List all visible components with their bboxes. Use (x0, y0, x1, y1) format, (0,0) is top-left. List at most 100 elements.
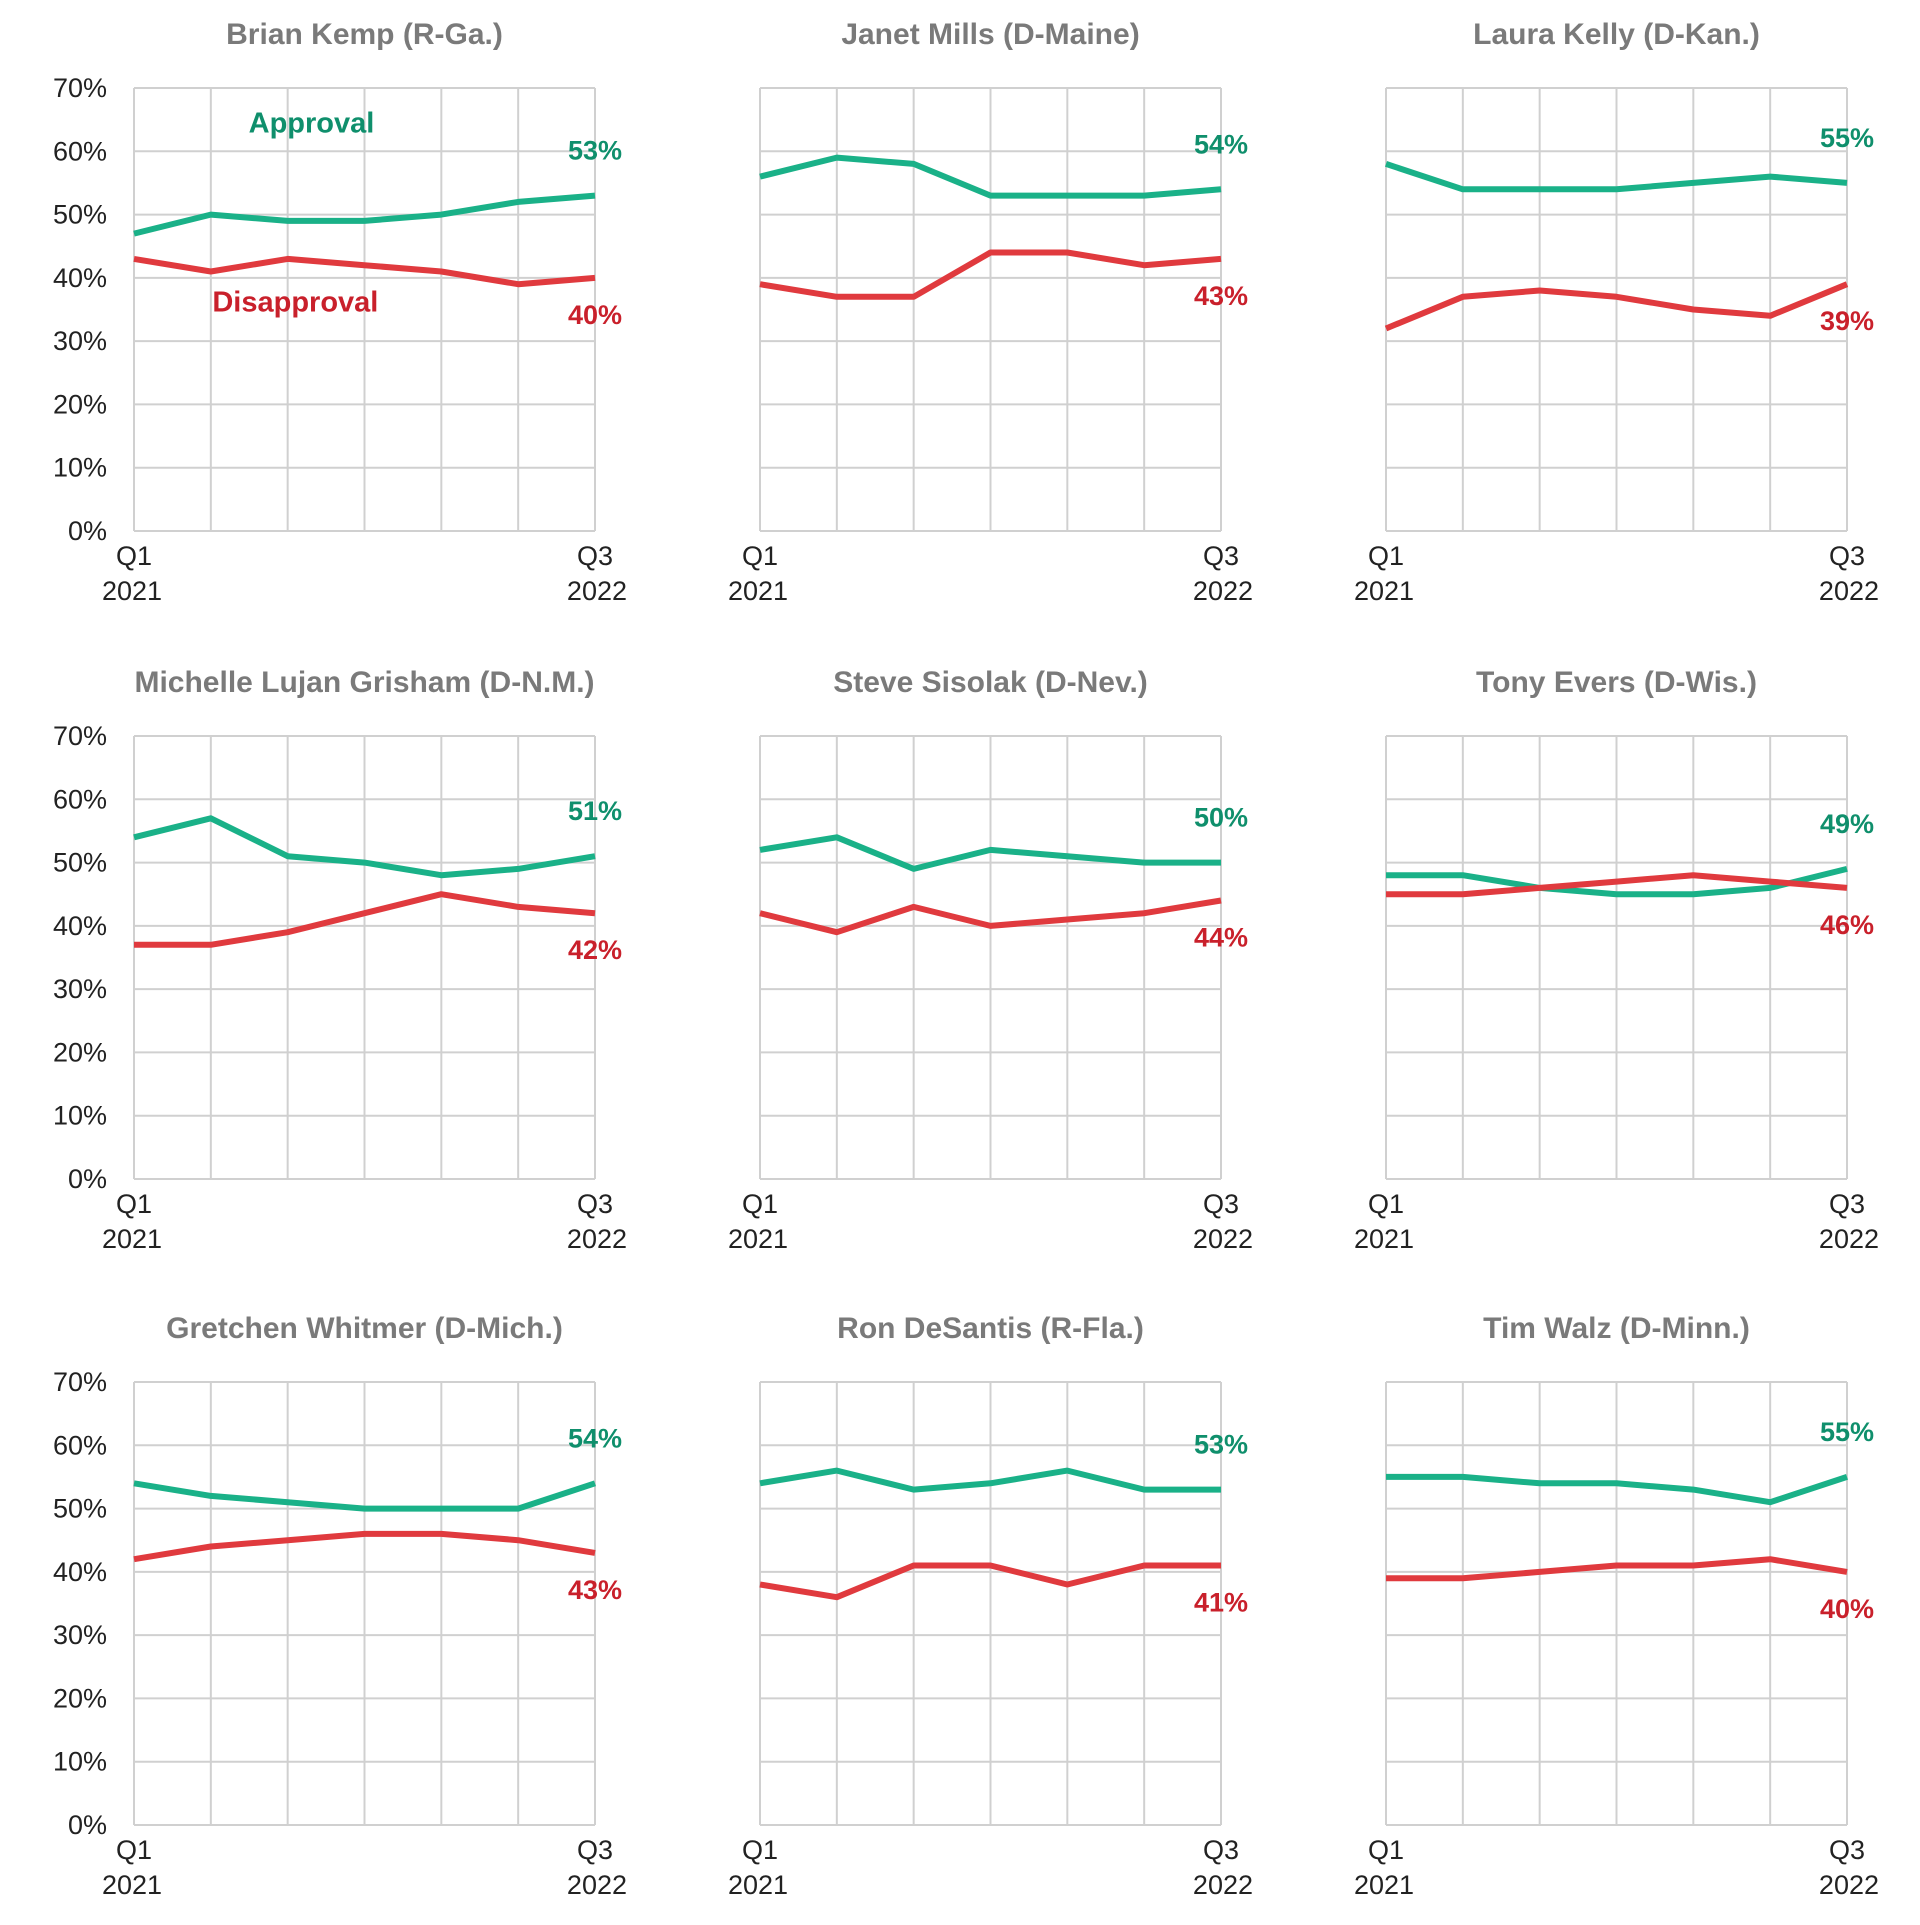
x-tick-label: 2022 (567, 1224, 627, 1254)
panel-title: Ron DeSantis (R-Fla.) (837, 1312, 1144, 1345)
disapproval-end-label: 39% (1820, 306, 1874, 336)
panel-4: Michelle Lujan Grisham (D-N.M.) 0% 10% 20% 3… (53, 666, 627, 1254)
disapproval-end-label: 44% (1194, 923, 1248, 953)
x-tick-label: 2022 (567, 576, 627, 606)
y-tick-label: 20% (53, 1683, 107, 1713)
y-tick-label: 0% (68, 1164, 107, 1194)
panel-title: Janet Mills (D-Maine) (841, 18, 1139, 51)
x-tick-label: Q3 (1829, 541, 1865, 571)
disapproval-line (1384, 281, 1849, 332)
approval-end-label: 54% (568, 1423, 622, 1453)
y-tick-label: 50% (53, 200, 107, 230)
disapproval-end-label: 41% (1194, 1588, 1248, 1618)
x-tick-label: 2021 (102, 576, 162, 606)
x-tick-label: 2021 (728, 576, 788, 606)
x-tick-label: 2022 (1819, 1224, 1879, 1254)
approval-end-label: 54% (1194, 129, 1248, 159)
x-tick-label: Q3 (577, 1189, 613, 1219)
y-tick-label: 20% (53, 1037, 107, 1067)
approval-line (1385, 161, 1848, 193)
disapproval-line (133, 1530, 596, 1563)
panel-7: Gretchen Whitmer (D-Mich.) 0% 10% 20% 30% 40%… (53, 1312, 627, 1900)
panel-3: Laura Kelly (D-Kan.) Q1 2021 Q3 2022 55% 39% (1354, 18, 1879, 606)
panel-6: Tony Evers (D-Wis.) Q1 2021 Q3 2022 49% 46% (1354, 666, 1879, 1254)
y-tick-label: 50% (53, 848, 107, 878)
panel-2: Janet Mills (D-Maine) Q1 2021 Q3 2022 54% 43% (728, 18, 1253, 606)
panel-title: Michelle Lujan Grisham (D-N.M.) (134, 666, 594, 699)
x-tick-label: Q1 (116, 541, 152, 571)
x-tick-label: 2022 (1819, 1870, 1879, 1900)
y-tick-label: 10% (53, 1101, 107, 1131)
x-tick-label: Q1 (116, 1189, 152, 1219)
y-tick-label: 30% (53, 974, 107, 1004)
x-tick-label: Q3 (1203, 1835, 1239, 1865)
disapproval-end-label: 43% (1194, 281, 1248, 311)
panel-title: Brian Kemp (R-Ga.) (226, 18, 503, 51)
x-tick-label: 2021 (1354, 1224, 1414, 1254)
y-tick-label: 70% (53, 73, 107, 103)
x-tick-label: Q1 (742, 1835, 778, 1865)
x-tick-label: 2022 (567, 1870, 627, 1900)
approval-end-label: 50% (1194, 803, 1248, 833)
x-tick-label: Q1 (1368, 1189, 1404, 1219)
x-tick-label: Q3 (1203, 541, 1239, 571)
x-tick-label: Q1 (742, 541, 778, 571)
x-tick-label: Q3 (1203, 1189, 1239, 1219)
approval-end-label: 55% (1820, 1417, 1874, 1447)
disapproval-annotation: Disapproval (212, 287, 378, 319)
x-tick-label: Q3 (577, 541, 613, 571)
approval-line (133, 815, 596, 879)
panel-title: Tony Evers (D-Wis.) (1476, 666, 1757, 699)
x-tick-label: 2021 (1354, 1870, 1414, 1900)
disapproval-end-label: 40% (568, 300, 622, 330)
y-tick-label: 30% (53, 1620, 107, 1650)
y-tick-label: 10% (53, 453, 107, 483)
approval-line (1386, 1473, 1848, 1506)
y-tick-label: 20% (53, 389, 107, 419)
panel-1: Brian Kemp (R-Ga.) 0% 10% 20% 30% 40% 50% 60% 70… (53, 18, 627, 606)
x-tick-label: 2021 (102, 1224, 162, 1254)
y-tick-label: 60% (53, 136, 107, 166)
approval-line (133, 1480, 596, 1512)
x-tick-label: 2022 (1819, 576, 1879, 606)
panel-title: Steve Sisolak (D-Nev.) (833, 666, 1148, 699)
y-tick-label: 60% (53, 1430, 107, 1460)
panel-9: Tim Walz (D-Minn.) Q1 2021 Q3 2022 55% 40% (1354, 1312, 1879, 1900)
disapproval-line (759, 1562, 1221, 1601)
approval-line (759, 1467, 1221, 1493)
approval-line (133, 192, 596, 237)
x-tick-label: Q1 (116, 1835, 152, 1865)
disapproval-line (133, 255, 596, 288)
disapproval-line (1386, 1556, 1848, 1582)
approval-line (1386, 865, 1848, 898)
disapproval-end-label: 46% (1820, 910, 1874, 940)
x-tick-label: 2021 (728, 1870, 788, 1900)
y-tick-label: 70% (53, 721, 107, 751)
y-tick-label: 60% (53, 784, 107, 814)
approval-end-label: 51% (568, 796, 622, 826)
panel-title: Laura Kelly (D-Kan.) (1473, 18, 1760, 51)
x-tick-label: 2022 (1193, 1224, 1253, 1254)
x-tick-label: Q1 (1368, 541, 1404, 571)
y-tick-label: 50% (53, 1494, 107, 1524)
disapproval-line (1386, 872, 1848, 898)
disapproval-line (759, 897, 1222, 936)
x-tick-label: Q3 (577, 1835, 613, 1865)
approval-end-label: 49% (1820, 809, 1874, 839)
approval-annotation: Approval (249, 107, 375, 139)
y-tick-label: 0% (68, 1810, 107, 1840)
y-tick-label: 40% (53, 1557, 107, 1587)
approval-line (759, 154, 1222, 199)
y-tick-label: 70% (53, 1367, 107, 1397)
x-tick-label: 2022 (1193, 1870, 1253, 1900)
panel-5: Steve Sisolak (D-Nev.) Q1 2021 Q3 2022 50% 44% (728, 666, 1253, 1254)
x-tick-label: Q3 (1829, 1189, 1865, 1219)
x-tick-label: 2021 (102, 1870, 162, 1900)
y-tick-label: 40% (53, 263, 107, 293)
x-tick-label: 2021 (1354, 576, 1414, 606)
x-tick-label: Q1 (742, 1189, 778, 1219)
y-tick-label: 10% (53, 1747, 107, 1777)
x-tick-label: 2022 (1193, 576, 1253, 606)
